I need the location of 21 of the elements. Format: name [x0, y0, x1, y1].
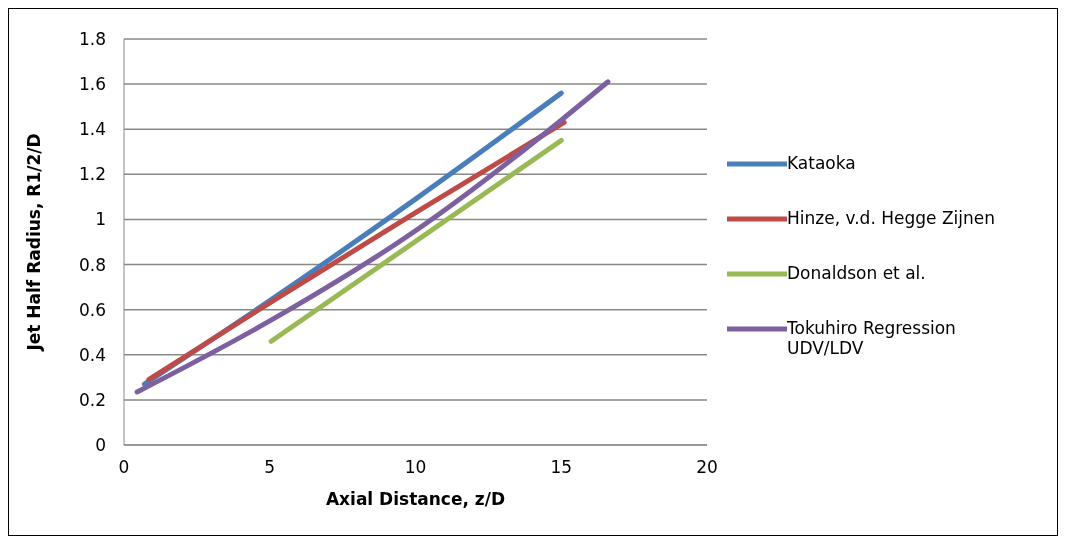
x-tick-label: 10	[404, 457, 427, 478]
x-tick-label: 20	[696, 457, 718, 478]
x-axis-title: Axial Distance, z/D	[325, 489, 506, 509]
legend-label: Donaldson et al.	[787, 262, 927, 283]
y-tick-label: 1.2	[78, 164, 106, 185]
y-tick-label: 1.4	[78, 119, 106, 140]
y-tick-label: 0.2	[78, 389, 106, 410]
x-tick-label: 15	[550, 457, 573, 478]
y-tick-label: 1.8	[78, 29, 106, 50]
legend-label: Hinze, v.d. Hegge Zijnen	[787, 207, 996, 228]
x-tick-label: 0	[118, 457, 130, 478]
y-tick-label: 0.6	[78, 299, 106, 320]
y-axis-title: Jet Half Radius, R1/2/D	[24, 133, 45, 352]
legend-label: Tokuhiro Regression UDV/LDV	[787, 317, 957, 358]
y-tick-label: 0.8	[78, 254, 106, 275]
x-tick-label: 5	[264, 457, 276, 478]
y-tick-label: 1.6	[78, 74, 106, 95]
y-tick-label: 1	[95, 209, 106, 230]
legend-label: Kataoka	[787, 152, 857, 173]
y-tick-label: 0.4	[78, 344, 106, 365]
y-tick-label: 0	[95, 435, 106, 456]
